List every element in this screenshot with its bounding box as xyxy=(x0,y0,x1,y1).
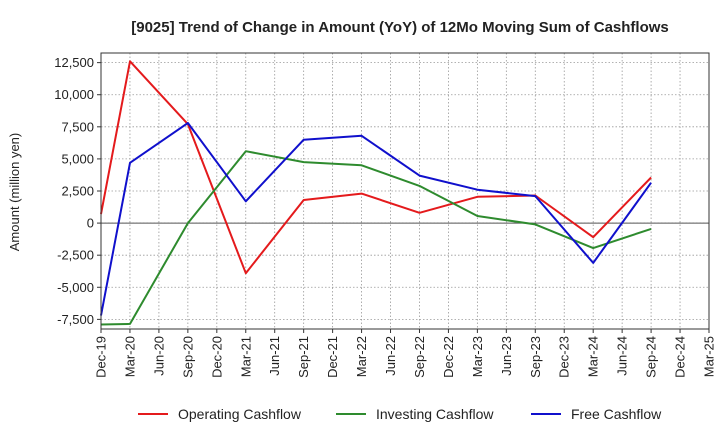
y-tick-label: -7,500 xyxy=(57,312,94,327)
grid xyxy=(100,53,710,329)
x-tick-label: Mar-25 xyxy=(702,336,717,377)
y-tick-label: 2,500 xyxy=(61,184,94,199)
x-tick-label: Sep-20 xyxy=(180,336,195,378)
y-axis-title: Amount (million yen) xyxy=(7,133,22,252)
x-tick-label: Sep-23 xyxy=(528,336,543,378)
y-tick-label: 5,000 xyxy=(61,151,94,166)
x-tick-label: Sep-21 xyxy=(296,336,311,378)
x-tick-label: Dec-21 xyxy=(325,336,340,378)
y-tick-label: 0 xyxy=(87,216,94,231)
x-tick-label: Mar-22 xyxy=(354,336,369,377)
x-tick-label: Sep-22 xyxy=(412,336,427,378)
x-axis: Dec-19 Mar-20 Jun-20 Sep-20 Dec-20 Mar-21 Jun-… xyxy=(94,329,717,378)
x-tick-label: Mar-24 xyxy=(586,336,601,377)
y-tick-label: 10,000 xyxy=(54,87,94,102)
x-tick-label: Dec-20 xyxy=(209,336,224,378)
x-tick-label: Dec-22 xyxy=(441,336,456,378)
x-tick-label: Dec-19 xyxy=(94,336,109,378)
x-tick-label: Mar-23 xyxy=(470,336,485,377)
series-line-investing-cashflow xyxy=(100,150,652,326)
legend-label: Investing Cashflow xyxy=(376,406,494,422)
x-tick-label: Jun-24 xyxy=(615,336,630,376)
x-tick-label: Jun-23 xyxy=(499,336,514,376)
x-tick-label: Mar-20 xyxy=(122,336,137,377)
x-tick-label: Dec-24 xyxy=(673,336,688,378)
y-tick-label: -5,000 xyxy=(57,280,94,295)
x-tick-label: Mar-21 xyxy=(238,336,253,377)
y-tick-label: 7,500 xyxy=(61,119,94,134)
x-tick-label: Sep-24 xyxy=(644,336,659,378)
y-tick-label: -2,500 xyxy=(57,248,94,263)
x-tick-label: Dec-23 xyxy=(557,336,572,378)
y-tick-label: 12,500 xyxy=(54,55,94,70)
x-tick-label: Jun-21 xyxy=(267,336,282,376)
x-tick-label: Jun-20 xyxy=(151,336,166,376)
legend-label: Free Cashflow xyxy=(571,406,662,422)
legend: Operating Cashflow Investing Cashflow Free… xyxy=(138,406,662,422)
series-line-free-cashflow xyxy=(100,122,652,316)
series-layer xyxy=(100,60,652,326)
chart-title: [9025] Trend of Change in Amount (YoY) o… xyxy=(131,19,669,36)
legend-label: Operating Cashflow xyxy=(178,406,302,422)
x-tick-label: Jun-22 xyxy=(383,336,398,376)
y-axis: 12,500 10,000 7,500 5,000 2,500 0 -2,500 -5,000… xyxy=(54,55,101,327)
series-line-operating-cashflow xyxy=(100,60,652,275)
